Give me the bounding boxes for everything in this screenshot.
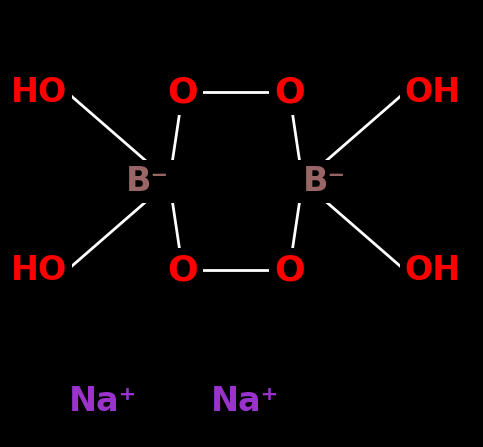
Text: Na⁺: Na⁺ <box>211 385 279 417</box>
Text: OH: OH <box>405 76 461 109</box>
Text: B⁻: B⁻ <box>303 165 346 198</box>
Text: O: O <box>274 253 305 287</box>
Text: O: O <box>167 76 198 110</box>
Text: Na⁺: Na⁺ <box>69 385 137 417</box>
Text: HO: HO <box>11 253 67 287</box>
Text: OH: OH <box>405 253 461 287</box>
Text: B⁻: B⁻ <box>126 165 170 198</box>
Text: O: O <box>274 76 305 110</box>
Text: HO: HO <box>11 76 67 109</box>
Text: O: O <box>167 253 198 287</box>
